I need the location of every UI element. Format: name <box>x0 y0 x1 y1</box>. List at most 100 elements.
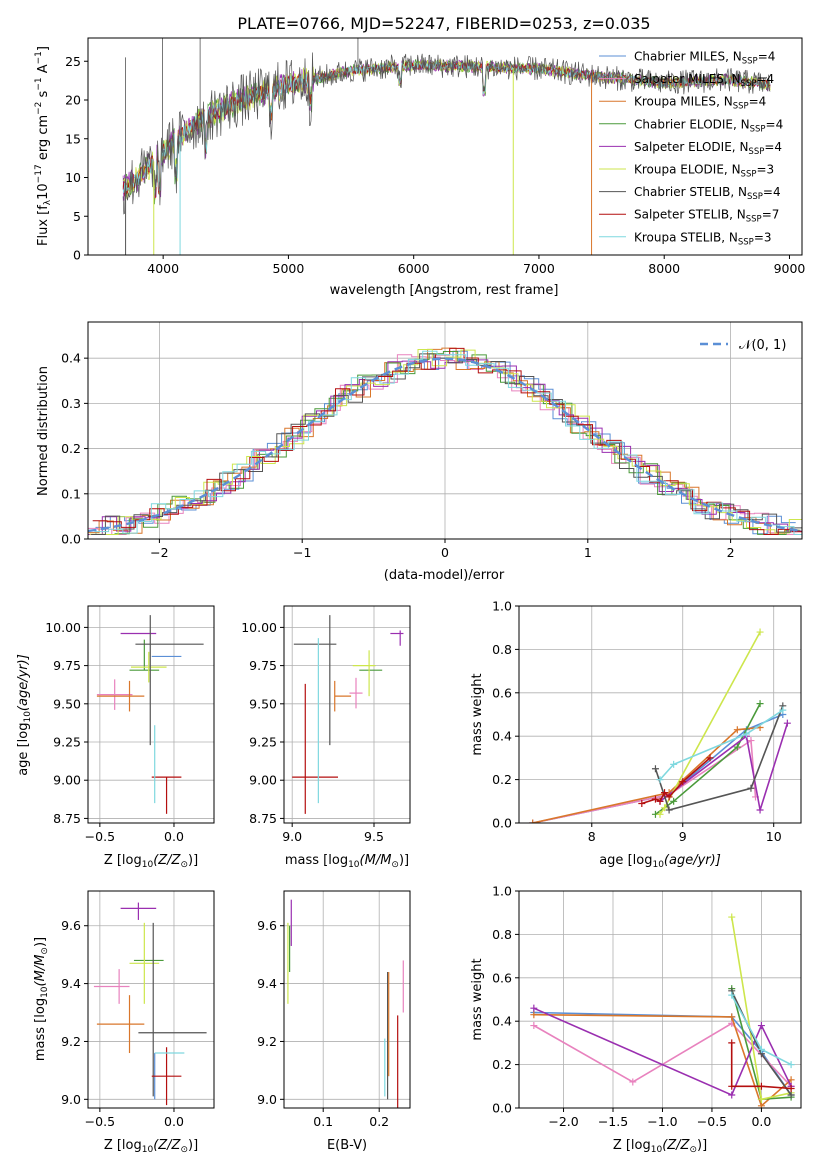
label-part: )] <box>188 1138 198 1153</box>
x-axis-label: E(B-V) <box>327 1138 367 1153</box>
x-axis-label: Z [log10(Z/Z⊙)] <box>613 1138 707 1155</box>
label-part: SSP <box>738 237 754 247</box>
x-tick-label: 6000 <box>398 261 430 276</box>
data-marker <box>656 810 664 818</box>
label-part: Chabrier ELODIE <box>634 117 733 131</box>
data-marker <box>670 760 678 768</box>
label-part: 4 <box>759 95 767 109</box>
x-tick-label: −2 <box>150 545 168 560</box>
label-part: = <box>754 230 764 244</box>
label-part: −1 <box>34 51 44 64</box>
label-part: 10 <box>40 986 50 998</box>
label-part: ⊙ <box>689 1145 697 1155</box>
age-vs-mass-panel: 9.0 9.5 8.75 9.00 9.25 9.50 9.75 10.00 mass [log… <box>241 605 411 870</box>
label-part: = <box>756 163 766 177</box>
label-part: Kroupa ELODIE <box>634 163 724 177</box>
data-marker <box>670 797 678 805</box>
y-tick-label: 10 <box>65 170 81 185</box>
y-tick-label: 0 <box>73 248 81 263</box>
y-tick-label: 0.3 <box>61 396 81 411</box>
x-tick-label: 5000 <box>273 261 305 276</box>
label-part: 10 <box>652 860 664 870</box>
data-marker <box>529 819 537 823</box>
label-part: 4 <box>767 72 775 86</box>
mass-vs-ebv-panel: 0.1 0.2 9.0 9.2 9.4 9.6 E(B-V) <box>257 890 411 1153</box>
y-tick-label: 9.0 <box>257 1092 277 1107</box>
label-part: mass [log <box>285 853 348 868</box>
data-marker <box>665 793 673 801</box>
y-tick-label: 9.6 <box>257 918 277 933</box>
weight-line <box>533 1007 792 1097</box>
label-part: ⊙ <box>180 1145 188 1155</box>
label-part: )] <box>399 853 409 868</box>
label-part: 10 <box>23 711 33 723</box>
data-marker <box>787 1061 795 1069</box>
label-part: , <box>732 140 740 154</box>
label-part: N <box>741 117 750 131</box>
y-tick-label: 25 <box>65 54 81 69</box>
label-part: ⊙ <box>391 860 399 870</box>
label-part: (age/yr)] <box>16 654 31 711</box>
label-part: Salpeter ELODIE <box>634 140 732 154</box>
x-tick-label: 8000 <box>648 261 680 276</box>
y-tick-label: 9.00 <box>249 773 277 788</box>
y-tick-label: 9.25 <box>249 735 277 750</box>
data-marker <box>742 730 750 738</box>
axes-frame <box>518 890 802 1109</box>
weight-line <box>532 739 757 823</box>
label-part: −1 <box>34 77 44 90</box>
x-tick-label: −2.0 <box>548 1114 578 1129</box>
label-part: age [log <box>599 853 652 868</box>
y-tick-label: 9.6 <box>61 918 81 933</box>
x-tick-label: 9.5 <box>364 829 384 844</box>
axes-frame <box>283 890 411 1109</box>
x-tick-label: 2 <box>727 545 735 560</box>
plot-area <box>93 902 207 1106</box>
plot-area <box>292 615 404 814</box>
label-part: Z [log <box>104 1138 142 1153</box>
y-tick-label: 0.6 <box>492 685 512 700</box>
data-marker <box>757 1082 765 1090</box>
label-part: ⊙ <box>180 860 188 870</box>
data-marker <box>728 1091 736 1099</box>
label-part: N <box>739 140 748 154</box>
label-part: A <box>36 64 51 77</box>
label-part: SSP <box>746 215 762 225</box>
label-part: , <box>724 72 732 86</box>
spectrum-panel: 4000 5000 6000 7000 8000 9000 0 5 10 15 20 25 wavele… <box>34 37 806 298</box>
y-tick-label: 5 <box>73 209 81 224</box>
x-tick-label: −0.5 <box>85 829 115 844</box>
data-marker <box>661 804 669 812</box>
label-part: 7 <box>772 208 780 222</box>
label-part: )] <box>188 853 198 868</box>
axes-frame <box>283 605 411 824</box>
y-tick-label: 0.0 <box>61 532 81 547</box>
label-part: Kroupa STELIB <box>634 230 721 244</box>
axes-frame <box>87 321 803 540</box>
legend-label: Kroupa ELODIE, NSSP=3 <box>634 163 774 180</box>
label-part: N <box>733 50 742 64</box>
label-part: s <box>36 90 51 101</box>
label-part: 10 <box>651 1145 663 1155</box>
histogram-step <box>89 349 802 535</box>
x-tick-label: 9000 <box>774 261 806 276</box>
label-part: N <box>732 72 741 86</box>
data-marker <box>756 806 764 814</box>
label-part: Z [log <box>104 853 142 868</box>
legend-label: 𝒩(0, 1) <box>739 338 786 353</box>
x-tick-label: 7000 <box>523 261 555 276</box>
label-part: 4 <box>773 185 781 199</box>
data-marker <box>629 1078 637 1086</box>
label-part: = <box>758 50 768 64</box>
legend-label: Salpeter ELODIE, NSSP=4 <box>634 140 782 157</box>
label-part: , <box>733 117 741 131</box>
x-tick-label: −1 <box>293 545 311 560</box>
label-part: N <box>729 230 738 244</box>
data-marker <box>747 784 755 792</box>
y-axis-label: age [log10(age/yr)] <box>16 654 33 776</box>
label-part: 4 <box>768 50 776 64</box>
x-tick-label: 1 <box>584 545 592 560</box>
weight-line <box>659 631 761 815</box>
y-axis-label: mass [log10(M/M⊙)] <box>33 937 50 1061</box>
y-tick-label: 9.0 <box>61 1092 81 1107</box>
